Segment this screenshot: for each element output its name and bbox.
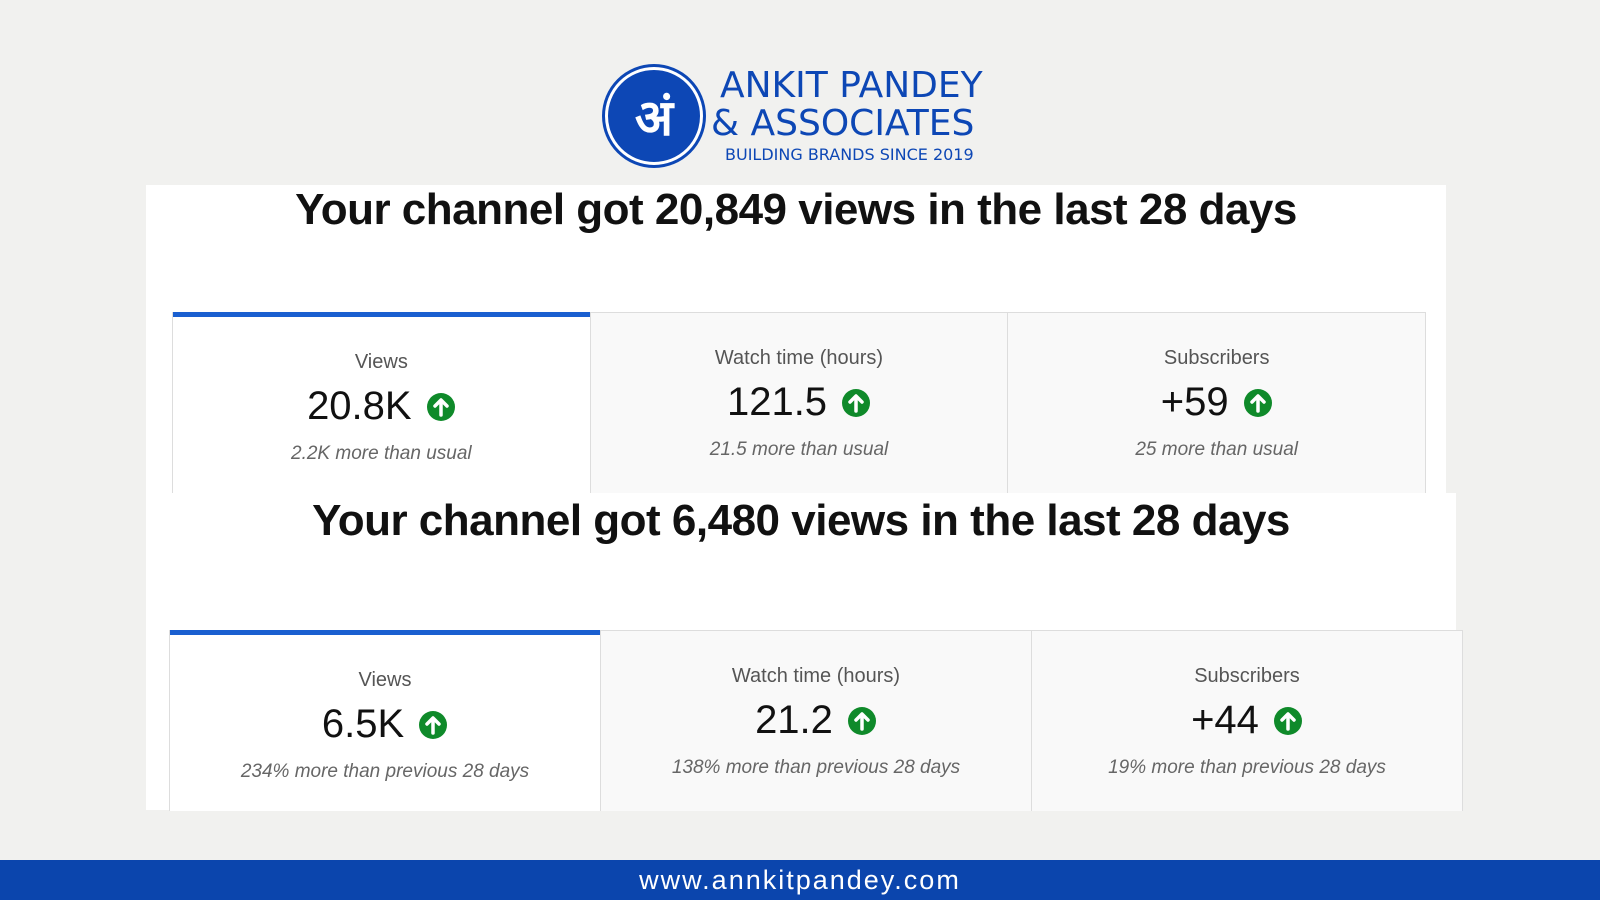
brand-name: & ASSOCIATES bbox=[711, 103, 975, 144]
metric-value-row: 20.8K bbox=[173, 384, 590, 429]
metric-note: 138% more than previous 28 days bbox=[671, 757, 961, 778]
metric-note: 21.5 more than usual bbox=[709, 439, 889, 460]
metric-note: 2.2K more than usual bbox=[291, 443, 472, 464]
metric-value: 6.5K bbox=[321, 702, 405, 746]
metric-value-row: +59 bbox=[1008, 380, 1425, 425]
up-icon bbox=[1243, 388, 1272, 417]
metric-label: Views bbox=[358, 669, 412, 691]
up-icon bbox=[847, 706, 876, 735]
metric-label: Watch time (hours) bbox=[714, 347, 884, 369]
metric-note: 19% more than previous 28 days bbox=[1108, 757, 1386, 778]
metric-cards: Views 6.5K 234% more than previous 28 days… bbox=[169, 630, 1463, 811]
metric-value: +44 bbox=[1191, 698, 1259, 742]
metric-card: Watch time (hours) 21.2 138% more than pre… bbox=[600, 631, 1031, 811]
headline: Your channel got 6,480 views in the last… bbox=[312, 496, 1290, 545]
up-icon bbox=[419, 710, 448, 739]
metric-value: 121.5 bbox=[726, 380, 828, 424]
metric-card: Subscribers +59 25 more than usual bbox=[1007, 313, 1426, 494]
metric-label: Subscribers bbox=[1163, 347, 1270, 369]
logo-mark: अं bbox=[605, 67, 703, 165]
brand-name: ANKIT PANDEY bbox=[720, 65, 983, 106]
metric-label: Watch time (hours) bbox=[731, 665, 901, 687]
analytics-panel: Your channel got 20,849 views in the las… bbox=[146, 185, 1446, 494]
metric-value-row: 21.2 bbox=[601, 698, 1031, 743]
metric-card: Watch time (hours) 121.5 21.5 more than us… bbox=[589, 313, 1008, 494]
up-icon bbox=[842, 388, 871, 417]
footer: www.annkitpandey.com bbox=[0, 860, 1600, 900]
metric-value-row: 6.5K bbox=[170, 702, 600, 747]
metric-note: 25 more than usual bbox=[1135, 439, 1299, 460]
metric-label: Views bbox=[354, 351, 408, 373]
metric-value: 21.2 bbox=[755, 698, 833, 742]
metric-card: Views 6.5K 234% more than previous 28 days bbox=[170, 630, 600, 811]
logo: अं ANKIT PANDEY & ASSOCIATES BUILDING BR… bbox=[605, 65, 1005, 170]
metric-card: Subscribers +44 19% more than previous 28 … bbox=[1031, 631, 1462, 811]
metric-note: 234% more than previous 28 days bbox=[240, 761, 530, 782]
tagline: BUILDING BRANDS SINCE 2019 bbox=[725, 145, 974, 164]
metric-value: 20.8K bbox=[307, 384, 412, 428]
metric-value: +59 bbox=[1160, 380, 1229, 424]
analytics-panel: Your channel got 6,480 views in the last… bbox=[146, 493, 1463, 811]
up-icon bbox=[426, 392, 455, 421]
metric-cards: Views 20.8K 2.2K more than usual Watch time… bbox=[172, 312, 1426, 494]
metric-value-row: +44 bbox=[1032, 698, 1462, 743]
metric-label: Subscribers bbox=[1194, 665, 1300, 687]
up-icon bbox=[1273, 706, 1302, 735]
headline: Your channel got 20,849 views in the las… bbox=[295, 185, 1297, 234]
metric-card: Views 20.8K 2.2K more than usual bbox=[173, 312, 590, 494]
metric-value-row: 121.5 bbox=[591, 380, 1008, 425]
